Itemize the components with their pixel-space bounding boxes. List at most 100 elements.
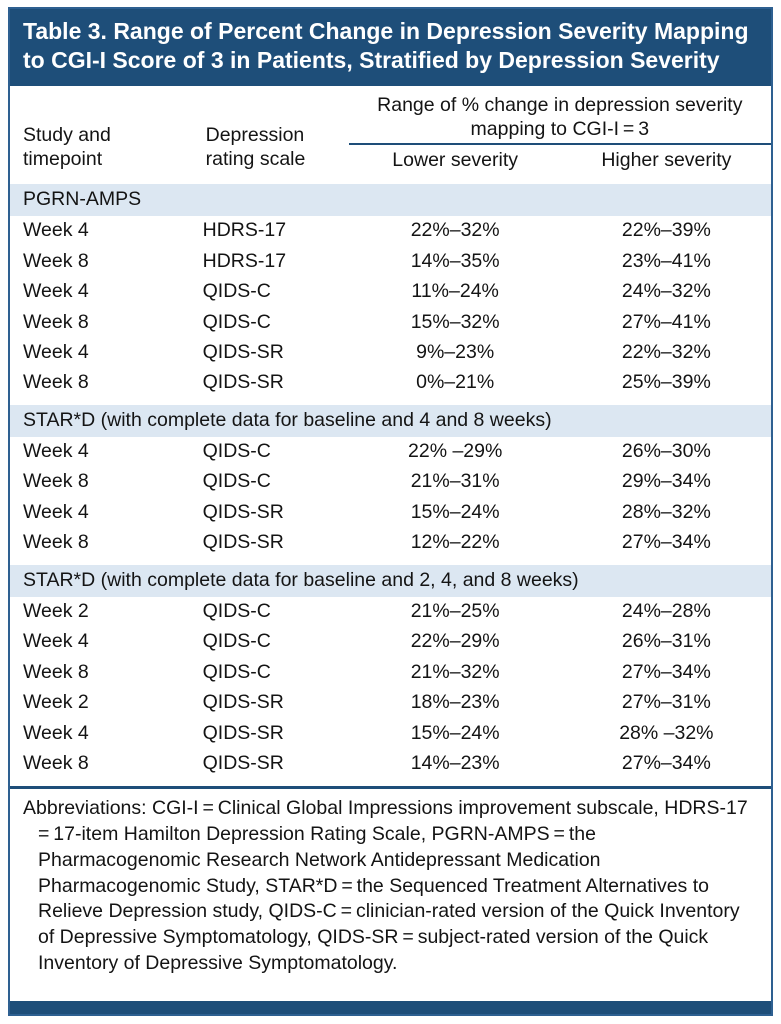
column-header-range-span: Range of % change in depression severity… [348,86,771,145]
table-row: Week 2 QIDS-C 21%–25% 24%–28% [10,597,771,627]
cell-timepoint: Week 8 [23,660,89,683]
section-header-row: PGRN-AMPS [10,177,771,217]
cell-rating-scale: QIDS-C [202,600,271,623]
cell-higher-severity: 22%–39% [621,219,711,242]
table-row: Week 4 QIDS-SR 15%–24% 28%–32% [10,498,771,528]
cell-higher-severity: 27%–34% [621,531,711,554]
table-row: Week 4 QIDS-C 22% –29% 26%–30% [10,437,771,467]
abbreviations-footnote: Abbreviations: CGI-I = Clinical Global I… [10,786,771,976]
section-header-label: STAR*D (with complete data for baseline … [10,558,771,598]
cell-timepoint: Week 8 [23,531,89,554]
cell-rating-scale: QIDS-SR [202,340,284,363]
cell-timepoint: Week 4 [23,440,89,463]
data-table: Study and timepoint Depression rating sc… [10,86,771,779]
column-header-study-timepoint: Study and timepoint [10,86,193,183]
cell-rating-scale: HDRS-17 [202,219,287,242]
table-row: Week 8 QIDS-C 21%–31% 29%–34% [10,467,771,497]
cell-higher-severity: 27%–34% [621,660,711,683]
table-row: Week 8 QIDS-C 21%–32% 27%–34% [10,658,771,688]
cell-higher-severity: 23%–41% [621,249,711,272]
cell-rating-scale: HDRS-17 [202,249,287,272]
cell-lower-severity: 9%–23% [416,340,495,363]
cell-higher-severity: 27%–34% [621,752,711,774]
cell-timepoint: Week 4 [23,721,89,744]
cell-timepoint: Week 4 [23,340,89,363]
cell-timepoint: Week 8 [23,752,89,774]
cell-rating-scale: QIDS-C [202,660,271,683]
table-row: Week 8 QIDS-SR 0%–21% 25%–39% [10,368,771,401]
cell-timepoint: Week 8 [23,249,89,272]
cell-rating-scale: QIDS-C [202,310,271,333]
section-header-row: STAR*D (with complete data for baseline … [10,398,771,438]
cell-lower-severity: 21%–31% [410,470,500,493]
cell-timepoint: Week 4 [23,219,89,242]
cell-timepoint: Week 8 [23,371,89,394]
section-header-label: STAR*D (with complete data for baseline … [10,398,771,438]
cell-timepoint: Week 2 [23,600,89,623]
table-row: Week 4 QIDS-C 22%–29% 26%–31% [10,627,771,657]
cell-lower-severity: 21%–25% [410,600,500,623]
cell-rating-scale: QIDS-C [202,280,271,303]
table-row: Week 4 HDRS-17 22%–32% 22%–39% [10,216,771,246]
cell-lower-severity: 15%–24% [410,721,500,744]
cell-rating-scale: QIDS-SR [202,531,284,554]
cell-higher-severity: 29%–34% [621,470,711,493]
cell-higher-severity: 22%–32% [621,340,711,363]
header-row-span: Study and timepoint Depression rating sc… [10,86,771,183]
cell-higher-severity: 28% –32% [619,721,714,744]
table-frame: Table 3. Range of Percent Change in Depr… [8,7,773,1016]
cell-lower-severity: 0%–21% [416,371,495,394]
cell-lower-severity: 21%–32% [410,660,500,683]
table-title: Table 3. Range of Percent Change in Depr… [10,9,771,87]
cell-higher-severity: 24%–32% [621,280,711,303]
cell-timepoint: Week 4 [23,500,89,523]
cell-timepoint: Week 2 [23,691,89,714]
cell-timepoint: Week 8 [23,470,89,493]
cell-higher-severity: 27%–31% [621,691,711,714]
cell-higher-severity: 28%–32% [621,500,711,523]
cell-lower-severity: 15%–32% [410,310,500,333]
cell-timepoint: Week 8 [23,310,89,333]
table-row: Week 4 QIDS-SR 9%–23% 22%–32% [10,338,771,368]
table-body: PGRN-AMPS Week 4 HDRS-17 22%–32% 22%–39% Week… [10,177,771,779]
column-header-rating-scale: Depression rating scale [192,86,349,183]
cell-higher-severity: 26%–30% [621,440,711,463]
cell-lower-severity: 22%–29% [410,630,500,653]
cell-timepoint: Week 4 [23,280,89,303]
cell-rating-scale: QIDS-SR [202,371,284,394]
column-header-lower-severity: Lower severity [348,143,562,183]
cell-rating-scale: QIDS-C [202,470,271,493]
cell-rating-scale: QIDS-SR [202,500,284,523]
table-header: Study and timepoint Depression rating sc… [10,86,771,183]
cell-rating-scale: QIDS-C [202,440,271,463]
cell-rating-scale: QIDS-SR [202,721,284,744]
cell-lower-severity: 14%–35% [410,249,500,272]
section-header-row: STAR*D (with complete data for baseline … [10,558,771,598]
table-row: Week 4 QIDS-C 11%–24% 24%–32% [10,277,771,307]
cell-higher-severity: 27%–41% [621,310,711,333]
table-row: Week 2 QIDS-SR 18%–23% 27%–31% [10,688,771,718]
cell-rating-scale: QIDS-SR [202,691,284,714]
cell-lower-severity: 12%–22% [410,531,500,554]
cell-lower-severity: 15%–24% [410,500,500,523]
bottom-accent-bar [10,1001,771,1014]
header-row-sub: Lower severity Higher severity [10,143,771,183]
cell-timepoint: Week 4 [23,630,89,653]
table-row: Week 4 QIDS-SR 15%–24% 28% –32% [10,719,771,749]
table-row: Week 8 QIDS-C 15%–32% 27%–41% [10,308,771,338]
table-row: Week 8 QIDS-SR 12%–22% 27%–34% [10,528,771,561]
cell-lower-severity: 14%–23% [410,752,500,774]
cell-higher-severity: 26%–31% [621,630,711,653]
cell-lower-severity: 11%–24% [411,280,499,303]
cell-rating-scale: QIDS-SR [202,752,284,774]
cell-lower-severity: 18%–23% [410,691,500,714]
column-header-higher-severity: Higher severity [561,143,771,183]
cell-higher-severity: 25%–39% [621,371,711,394]
cell-lower-severity: 22%–32% [410,219,500,242]
table-row: Week 8 HDRS-17 14%–35% 23%–41% [10,247,771,277]
table-row: Week 8 QIDS-SR 14%–23% 27%–34% [10,749,771,779]
section-header-label: PGRN-AMPS [10,177,771,217]
cell-lower-severity: 22% –29% [408,440,503,463]
cell-higher-severity: 24%–28% [621,600,711,623]
